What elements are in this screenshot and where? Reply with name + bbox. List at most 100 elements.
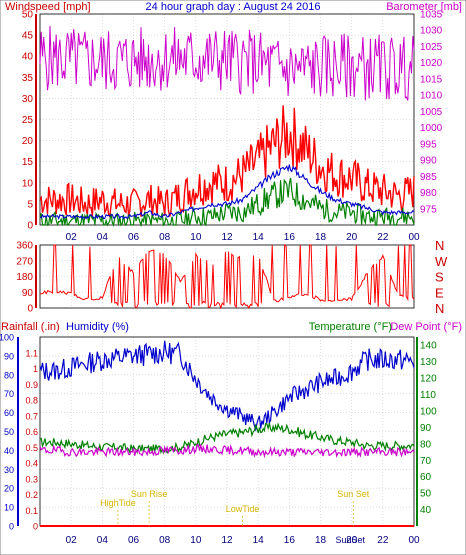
climate-panel-x-tick-label: 18 [315, 535, 327, 546]
barometer-tick-label: 1030 [420, 26, 443, 37]
event-label: Sun Rise [131, 489, 168, 499]
barometer-tick-label: 1015 [420, 74, 443, 85]
windspeed-tick-label: 10 [22, 178, 34, 189]
temperature-tick-label: 80 [420, 439, 432, 450]
compass-label: S [435, 270, 444, 285]
direction-tick-label: 0 [27, 304, 33, 315]
wind-panel-x-tick-label: 16 [284, 232, 296, 243]
windspeed-tick-label: 35 [22, 73, 34, 84]
windspeed-tick-label: 5 [27, 199, 33, 210]
wind-panel-x-tick-label: 20 [346, 232, 358, 243]
windspeed-tick-label: 30 [22, 94, 34, 105]
direction-tick-label: 180 [16, 272, 33, 283]
barometer-tick-label: 990 [420, 156, 437, 167]
humidity-tick-label: 90 [4, 351, 14, 361]
barometer-tick-label: 985 [420, 172, 437, 183]
wind-panel-x-tick-label: 04 [97, 232, 109, 243]
compass-label: N [435, 238, 444, 253]
windspeed-tick-label: 50 [22, 10, 34, 21]
humidity-line [39, 340, 415, 432]
rainfall-tick-label: 0.4 [25, 459, 38, 469]
rainfall-tick-label: 0.1 [25, 506, 38, 516]
chart-title: 24 hour graph day : August 24 2016 [146, 1, 321, 13]
humidity-tick-label: 10 [4, 503, 14, 513]
humidity-tick-label: 40 [4, 446, 14, 456]
temperature-tick-label: 100 [420, 406, 437, 417]
event-label: Sun Set [337, 489, 370, 499]
windspeed-tick-label: 25 [22, 115, 34, 126]
rainfall-tick-label: 1.1 [25, 348, 38, 358]
wind-gust-line [39, 105, 415, 219]
wind-panel-x-tick-label: 06 [128, 232, 140, 243]
sunset-x-label: SunSet [335, 535, 365, 545]
climate-panel-x-tick-label: 20 [346, 535, 358, 546]
wind-panel-x-tick-label: 12 [221, 232, 233, 243]
temperature-tick-label: 40 [420, 505, 432, 516]
wind-panel-x-tick-label: 22 [377, 232, 389, 243]
windspeed-tick-label: 15 [22, 157, 34, 168]
wind-panel-x-tick-label: 00 [408, 232, 420, 243]
temperature-tick-label: 70 [420, 456, 432, 467]
compass-label: E [435, 285, 444, 300]
windspeed-tick-label: 0 [27, 221, 33, 232]
temperature-tick-label: 50 [420, 489, 432, 500]
rainfall-tick-label: 0.9 [25, 380, 38, 390]
wind-panel-x-tick-label: 10 [190, 232, 202, 243]
rainfall-tick-label: 0 [33, 522, 38, 532]
barometer-tick-label: 975 [420, 204, 437, 215]
climate-panel-x-tick-label: 00 [408, 535, 420, 546]
wind-panel-x-tick-label: 02 [66, 232, 78, 243]
rainfall-tick-label: 0.3 [25, 474, 38, 484]
windspeed-tick-label: 20 [22, 136, 34, 147]
barometer-tick-label: 1010 [420, 91, 443, 102]
climate-panel-x-tick-label: 08 [159, 535, 171, 546]
rainfall-tick-label: 0.5 [25, 443, 38, 453]
climate-panel-x-tick-label: 02 [66, 535, 78, 546]
barometer-tick-label: 1025 [420, 42, 443, 53]
barometer-tick-label: 1005 [420, 107, 443, 118]
event-label: HighTide [100, 498, 136, 508]
temperature-tick-label: 130 [420, 357, 437, 368]
event-label: LowTide [226, 504, 260, 514]
humidity-tick-label: 100 [0, 333, 14, 343]
climate-panel-x-tick-label: 22 [377, 535, 389, 546]
rainfall-tick-label: 0.2 [25, 490, 38, 500]
barometer-axis-title: Barometer [mb] [386, 1, 462, 13]
rainfall-axis-title: Rainfall (.in) [1, 321, 60, 333]
temperature-tick-label: 120 [420, 374, 437, 385]
wind-average-line [39, 164, 415, 221]
temperature-line [39, 422, 415, 455]
compass-label: W [435, 254, 448, 269]
temperature-tick-label: 110 [420, 390, 436, 401]
temperature-tick-label: 140 [420, 341, 437, 352]
climate-panel-x-tick-label: 10 [190, 535, 202, 546]
rainfall-tick-label: 0.8 [25, 396, 38, 406]
temperature-axis-title: Temperature (°F) [309, 321, 392, 333]
humidity-tick-label: 50 [4, 427, 14, 437]
humidity-tick-label: 0 [9, 522, 14, 532]
wind-panel-frame [39, 13, 415, 226]
windspeed-tick-label: 45 [22, 31, 34, 42]
direction-tick-label: 360 [16, 241, 33, 252]
barometer-line [39, 25, 415, 101]
temperature-tick-label: 60 [420, 472, 432, 483]
wind-panel-x-tick-label: 14 [253, 232, 265, 243]
direction-tick-label: 270 [16, 256, 33, 267]
barometer-tick-label: 1035 [420, 10, 443, 21]
humidity-axis-title: Humidity (%) [66, 321, 129, 333]
barometer-tick-label: 980 [420, 188, 437, 199]
rainfall-tick-label: 1 [33, 364, 38, 374]
rainfall-tick-label: 0.6 [25, 427, 38, 437]
dewpoint-axis-title: Dew Point (°F) [390, 321, 462, 333]
wind-panel-x-tick-label: 18 [315, 232, 327, 243]
temperature-tick-label: 90 [420, 423, 432, 434]
humidity-tick-label: 80 [4, 370, 14, 380]
climate-panel-x-tick-label: 16 [284, 535, 296, 546]
climate-panel-x-tick-label: 04 [97, 535, 109, 546]
climate-panel-x-tick-label: 06 [128, 535, 140, 546]
direction-tick-label: 90 [22, 288, 34, 299]
direction-panel-frame [39, 244, 415, 309]
humidity-tick-label: 60 [4, 408, 14, 418]
humidity-tick-label: 20 [4, 484, 14, 494]
